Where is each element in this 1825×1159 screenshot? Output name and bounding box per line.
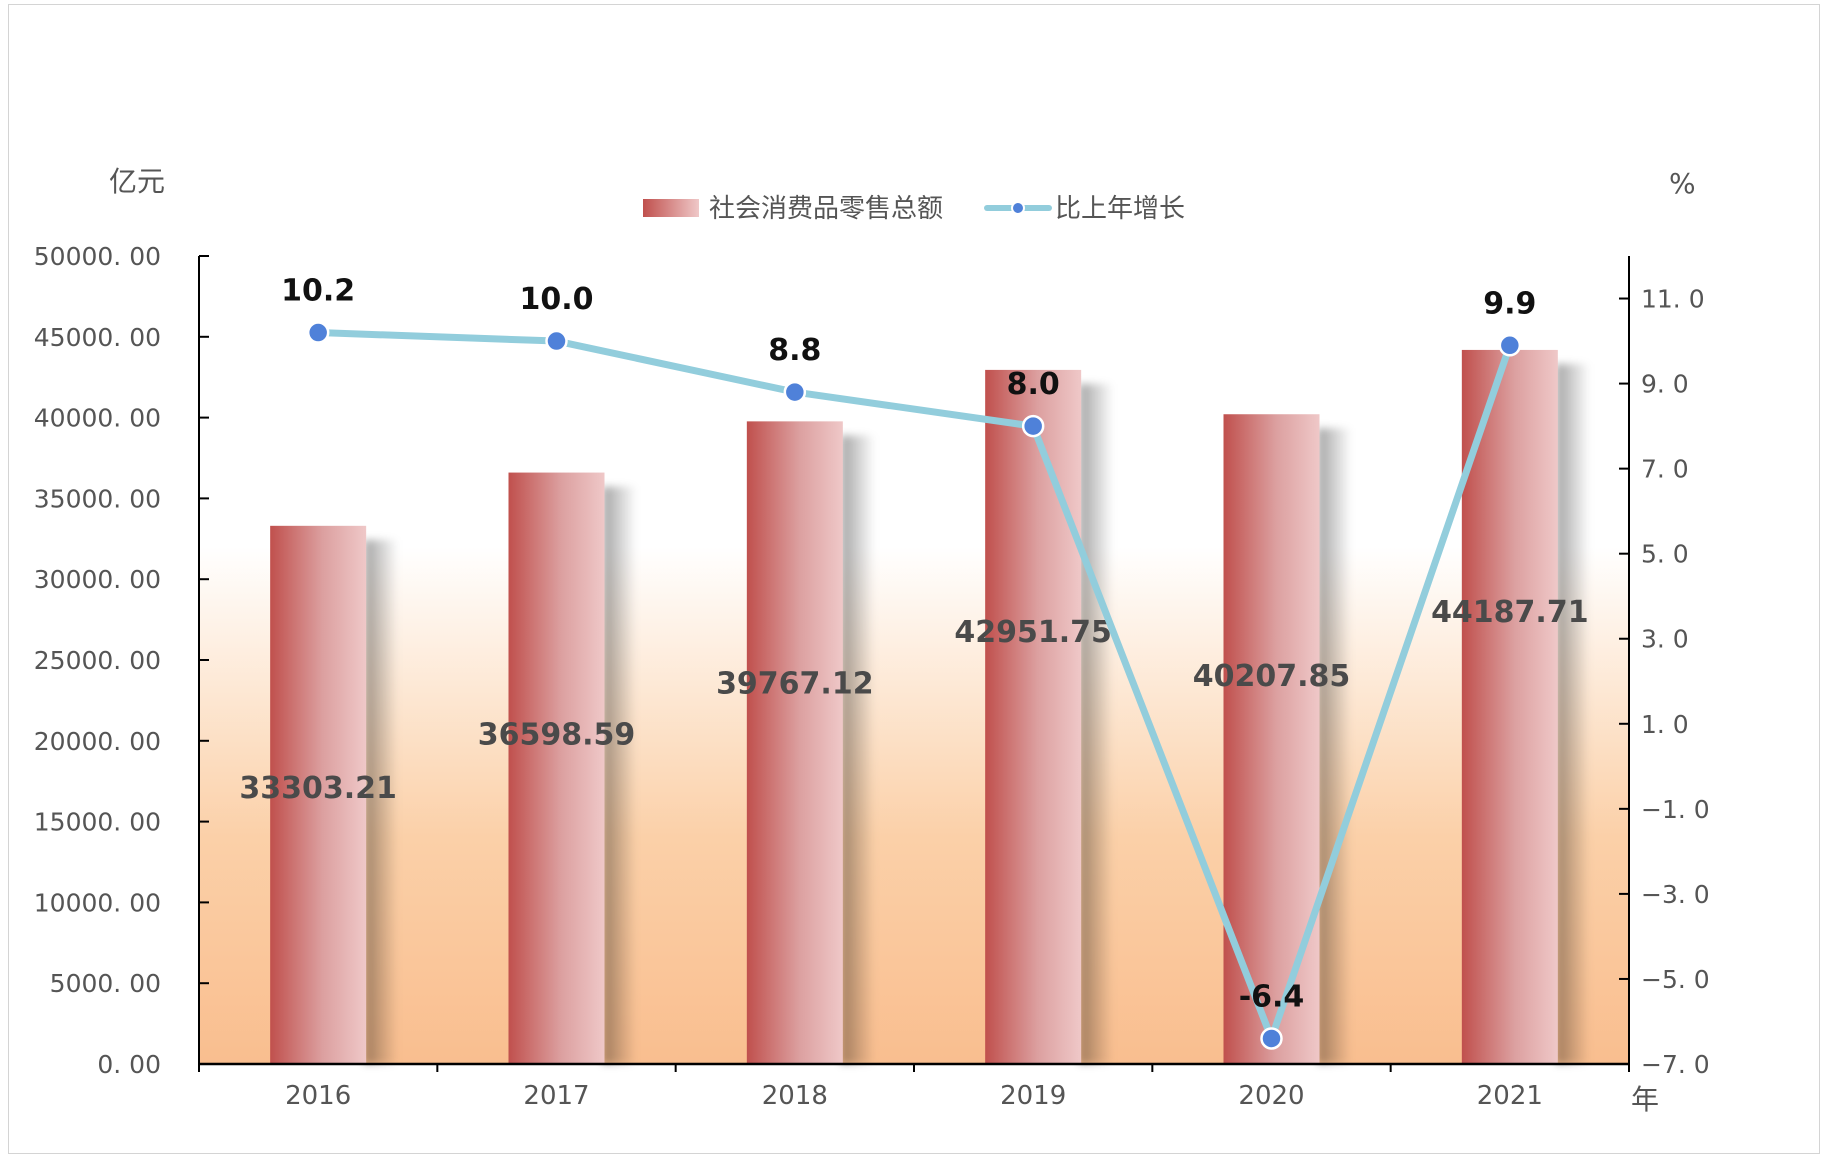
bar-series: 33303.21 36598.59 39767.12 42951.75 40207.85… xyxy=(239,349,1590,1064)
bar-shadow xyxy=(364,539,399,1064)
bar-value-label: 39767.12 xyxy=(716,666,874,701)
growth-marker xyxy=(1498,334,1522,357)
x-axis-tick-label: 2016 xyxy=(285,1081,351,1111)
legend-label-retail-sales: 社会消费品零售总额 xyxy=(709,194,943,224)
left-axis-tick-label: 30000. 00 xyxy=(34,565,161,594)
right-axis-tick-label: −1. 0 xyxy=(1641,795,1710,824)
x-axis-tick-label: 2020 xyxy=(1238,1081,1304,1111)
growth-marker xyxy=(545,329,568,353)
growth-marker xyxy=(306,321,330,344)
chart-canvas: 亿元 % 年 社会消费品零售总额 比上年增长 0. 00 5000. 00 1000… xyxy=(34,165,1710,1116)
right-axis-tick-label: 7. 0 xyxy=(1641,455,1689,484)
right-axis-unit: % xyxy=(1669,167,1696,200)
legend: 社会消费品零售总额 比上年增长 xyxy=(643,194,1185,224)
left-axis-unit: 亿元 xyxy=(109,165,165,198)
growth-value-label: 8.0 xyxy=(1007,367,1060,402)
plot-background xyxy=(199,256,1629,1064)
left-axis-tick-label: 20000. 00 xyxy=(34,727,161,756)
left-axis-tick-label: 50000. 00 xyxy=(34,242,161,271)
right-axis-tick-label: −5. 0 xyxy=(1641,965,1710,994)
bar xyxy=(985,369,1082,1064)
x-axis-tick-label: 2018 xyxy=(762,1081,828,1111)
bar-shadow xyxy=(840,435,875,1064)
bar-shadow xyxy=(1555,363,1590,1064)
bar-shadow xyxy=(1317,428,1352,1064)
bar-value-label: 42951.75 xyxy=(954,615,1112,650)
growth-value-label: 10.2 xyxy=(281,274,355,309)
right-axis-tick-label: 1. 0 xyxy=(1641,710,1689,739)
bar-value-label: 33303.21 xyxy=(239,771,397,806)
right-axis-tick-label: 11. 0 xyxy=(1641,285,1705,314)
left-axis-tick-label: 0. 00 xyxy=(97,1050,161,1079)
line-series: 10.2 10.0 8.8 8.0 -6.4 9.9 xyxy=(281,274,1536,1050)
chart-frame: 亿元 % 年 社会消费品零售总额 比上年增长 0. 00 5000. 00 1000… xyxy=(8,4,1820,1154)
growth-value-label: 9.9 xyxy=(1483,286,1536,321)
bar xyxy=(746,421,843,1064)
left-axis-tick-label: 15000. 00 xyxy=(34,808,161,837)
growth-marker xyxy=(1260,1027,1283,1050)
left-axis-tick-label: 40000. 00 xyxy=(34,404,161,433)
left-axis-tick-label: 25000. 00 xyxy=(34,646,161,675)
right-axis-tick-label: −7. 0 xyxy=(1641,1050,1710,1079)
growth-line xyxy=(314,329,1514,1042)
bar xyxy=(270,525,367,1064)
x-axis-tick-label: 2021 xyxy=(1477,1081,1543,1111)
growth-marker xyxy=(783,380,807,404)
growth-value-label: 10.0 xyxy=(519,282,593,317)
right-axis-tick-label: −3. 0 xyxy=(1641,880,1710,909)
right-axis-tick-label: 3. 0 xyxy=(1641,625,1689,654)
growth-value-label: -6.4 xyxy=(1239,979,1305,1014)
bar xyxy=(508,472,605,1064)
left-axis-tick-label: 5000. 00 xyxy=(50,969,161,998)
legend-bar-swatch xyxy=(643,199,699,217)
left-axis-tick-label: 10000. 00 xyxy=(34,888,161,917)
right-axis-tick-label: 5. 0 xyxy=(1641,540,1689,569)
bar-shadow xyxy=(602,486,637,1064)
left-axis-tick-label: 45000. 00 xyxy=(34,323,161,352)
x-axis-tick-label: 2019 xyxy=(1000,1081,1066,1111)
legend-marker-swatch xyxy=(1011,201,1025,215)
right-axis-tick-label: 9. 0 xyxy=(1641,370,1689,399)
growth-value-label: 8.8 xyxy=(768,333,821,368)
x-axis-unit: 年 xyxy=(1631,1083,1659,1116)
legend-label-growth: 比上年增长 xyxy=(1055,194,1185,224)
bar xyxy=(1461,349,1558,1064)
left-axis: 0. 00 5000. 00 10000. 00 15000. 00 20000. 00… xyxy=(34,242,209,1079)
x-axis-tick-label: 2017 xyxy=(523,1081,589,1111)
growth-marker xyxy=(1021,414,1045,438)
left-axis-tick-label: 35000. 00 xyxy=(34,484,161,513)
right-axis: −7. 0 −5. 0 −3. 0 −1. 0 1. 0 3. 0 5. 0 7. 0 9. 0… xyxy=(1619,256,1710,1079)
bar-value-label: 40207.85 xyxy=(1193,659,1351,694)
x-axis: 2016 2017 2018 2019 2020 2021 xyxy=(198,1062,1630,1111)
bar xyxy=(1223,414,1320,1064)
bar-shadow xyxy=(1079,383,1114,1064)
bar-value-label: 44187.71 xyxy=(1431,595,1589,630)
bar-value-label: 36598.59 xyxy=(478,718,636,753)
